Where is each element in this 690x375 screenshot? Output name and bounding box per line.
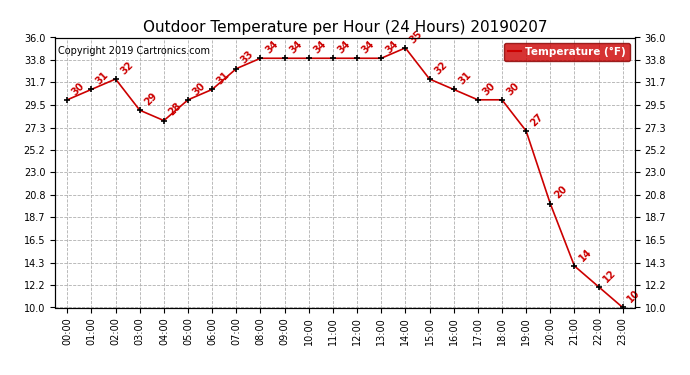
Text: 12: 12 [602,267,618,284]
Text: 32: 32 [119,60,135,76]
Title: Outdoor Temperature per Hour (24 Hours) 20190207: Outdoor Temperature per Hour (24 Hours) … [143,20,547,35]
Text: 30: 30 [191,80,208,97]
Text: 32: 32 [433,60,449,76]
Text: 34: 34 [312,39,328,56]
Text: 27: 27 [529,112,546,128]
Text: Copyright 2019 Cartronics.com: Copyright 2019 Cartronics.com [58,46,210,56]
Legend: Temperature (°F): Temperature (°F) [504,43,629,61]
Text: 14: 14 [578,247,594,263]
Text: 29: 29 [143,91,159,107]
Text: 31: 31 [457,70,473,87]
Text: 30: 30 [70,80,87,97]
Text: 30: 30 [505,80,522,97]
Text: 31: 31 [215,70,232,87]
Text: 20: 20 [553,184,570,201]
Text: 10: 10 [626,288,642,305]
Text: 34: 34 [288,39,304,56]
Text: 34: 34 [264,39,280,56]
Text: 31: 31 [95,70,111,87]
Text: 35: 35 [408,28,425,45]
Text: 34: 34 [360,39,377,56]
Text: 34: 34 [336,39,353,56]
Text: 30: 30 [481,80,497,97]
Text: 33: 33 [239,49,256,66]
Text: 28: 28 [167,101,184,118]
Text: 34: 34 [384,39,401,56]
